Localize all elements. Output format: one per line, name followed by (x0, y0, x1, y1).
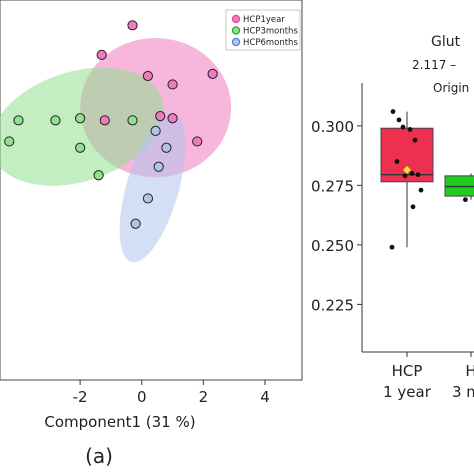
box-x-tick-line1: HCP (392, 362, 423, 380)
point-HCP1year-2 (142, 70, 154, 82)
point-HCP1year-1 (96, 49, 107, 60)
box-x-tick-line2: 1 year (383, 383, 432, 401)
box-point-0-10 (410, 204, 416, 210)
box-point-0-4 (412, 137, 418, 143)
box-title-fragment: Glut (431, 34, 461, 50)
point-HCP3months-5 (75, 142, 86, 153)
box-subtitle2-fragment: Origin (433, 81, 469, 95)
box-point-0-8 (402, 173, 408, 179)
box-x-axis: HCP 1 year H 3 mo (383, 352, 474, 401)
point-HCP1year-4 (207, 68, 218, 79)
legend-marker-HCP3months (231, 26, 241, 35)
point-HCP1year-8 (192, 136, 203, 147)
pca-x-tick-label: 0 (137, 388, 147, 406)
box-point-0-3 (407, 127, 413, 132)
panel-label-a: (a) (85, 444, 113, 468)
point-HCP1year-0 (127, 20, 138, 31)
box-marks (380, 109, 474, 250)
ellipse-HCP3months (0, 67, 164, 186)
score-points (4, 20, 218, 229)
point-HCP3months-4 (127, 115, 138, 126)
point-HCP6months-2 (153, 161, 164, 172)
point-HCP3months-0 (13, 115, 24, 126)
pca-x-tick-label: -2 (73, 388, 88, 406)
legend-marker-HCP6months (231, 37, 241, 47)
box-point-0-11 (389, 244, 395, 250)
point-HCP3months-1 (50, 115, 61, 126)
box-point-0-1 (396, 117, 402, 123)
box-subtitle-fragment: 2.117 – (412, 58, 456, 72)
box-x-tick-line1: H (465, 362, 474, 380)
box-point-0-2 (400, 124, 406, 130)
point-HCP3months-6 (93, 170, 104, 181)
point-HCP6months-3 (142, 193, 154, 204)
point-HCP6months-0 (150, 125, 161, 136)
pca-x-axis-label: Component1 (31 %) (44, 413, 195, 431)
box-point-0-6 (409, 171, 415, 176)
box-y-tick-label: 0.275 (311, 177, 354, 195)
box-y-tick-label: 0.300 (311, 118, 354, 136)
box-x-tick-line2: 3 mo (452, 383, 474, 401)
box-y-tick-label: 0.250 (311, 237, 354, 255)
point-HCP1year-5 (99, 115, 110, 126)
box-y-axis: 0.300 0.275 0.250 0.225 (311, 118, 362, 314)
box-point-0-0 (390, 109, 396, 114)
point-HCP6months-4 (130, 218, 141, 229)
legend-label-HCP1year: HCP1year (243, 15, 285, 25)
box-plot: Glut 2.117 – Origin 0.300 0.275 0.250 0.225… (311, 34, 474, 401)
pca-x-tick-label: 4 (260, 388, 270, 406)
point-HCP6months-1 (161, 142, 172, 153)
pca-x-axis: -2 0 2 4 (73, 380, 270, 406)
legend-marker-HCP1year (231, 14, 241, 24)
box-y-tick-label: 0.225 (311, 296, 354, 314)
box-point-0-5 (394, 159, 400, 164)
box-mean-marker-0 (402, 165, 412, 175)
box-point-0-7 (415, 172, 421, 178)
legend-label-HCP3months: HCP3months (243, 27, 298, 37)
point-HCP1year-7 (167, 113, 178, 124)
point-HCP3months-2 (4, 136, 15, 147)
pca-x-tick-label: 2 (199, 388, 209, 406)
box-point-1-0 (463, 197, 468, 203)
legend-label-HCP6months: HCP6months (243, 38, 298, 48)
point-HCP1year-6 (155, 111, 166, 122)
point-HCP1year-3 (167, 79, 178, 90)
point-HCP3months-3 (75, 113, 86, 124)
box-point-0-9 (418, 187, 424, 193)
